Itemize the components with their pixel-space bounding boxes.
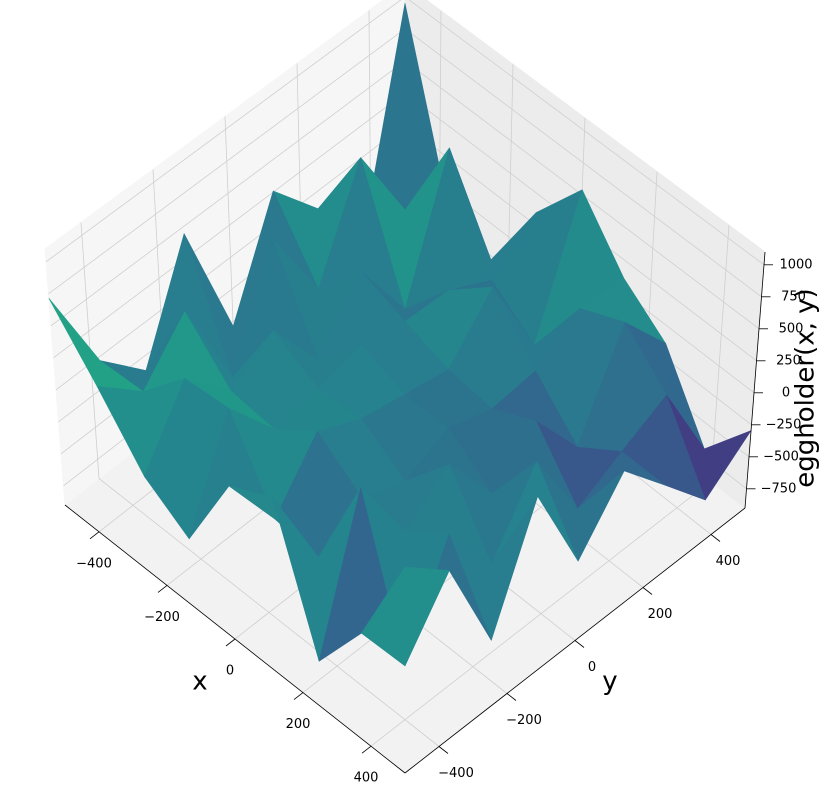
z-tick-label: 750 (781, 289, 806, 304)
x-axis-label: x (192, 667, 207, 697)
tick-mark (225, 638, 236, 647)
grid-line (710, 225, 730, 482)
tick-mark (574, 640, 585, 648)
z-tick-label: −500 (763, 449, 799, 464)
x-axis-line (64, 504, 406, 774)
grid-line (55, 124, 406, 391)
grid-line (48, 28, 406, 295)
tick-mark (642, 587, 653, 595)
grid-line (53, 92, 406, 359)
z-tick-label: 1000 (779, 257, 812, 272)
z-axis-label: eggholder(x, y) (791, 288, 821, 487)
grid-line (45, 0, 402, 263)
tick-mark (157, 585, 168, 593)
tick-mark (361, 745, 372, 754)
z-tick-label: 500 (779, 321, 804, 336)
y-tick-label: −200 (506, 713, 542, 728)
y-axis-line (404, 507, 746, 774)
grid-line (408, 0, 765, 266)
x-tick-label: −400 (76, 556, 112, 571)
x-tick-label: 200 (286, 717, 311, 732)
z-tick-label: 250 (776, 353, 801, 368)
y-axis-label: y (602, 667, 617, 697)
z-tick-label: −250 (766, 417, 802, 432)
grid-line (50, 60, 406, 327)
axes: −400 −200 0 200 400 −400 −200 0 200 400 −750 −500 −2… (64, 251, 813, 786)
y-tick-label: −400 (438, 766, 474, 781)
tick-mark (293, 692, 304, 700)
grid-line (98, 478, 440, 747)
tick-mark (89, 531, 100, 540)
x-tick-label: −200 (144, 610, 180, 625)
surface-face (361, 566, 450, 667)
z-axis-line (744, 251, 766, 509)
surface (48, 2, 752, 667)
z-tick-label: −750 (761, 481, 797, 496)
x-tick-label: 400 (354, 771, 379, 786)
grid-line (404, 28, 762, 298)
y-tick-label: 200 (648, 607, 673, 622)
tick-mark (506, 693, 517, 701)
x-tick-label: 0 (226, 664, 234, 679)
tick-mark (710, 534, 721, 542)
tick-mark (438, 746, 449, 754)
y-tick-label: 400 (716, 554, 741, 569)
z-tick-label: 0 (782, 385, 790, 400)
y-tick-label: 0 (588, 660, 596, 675)
